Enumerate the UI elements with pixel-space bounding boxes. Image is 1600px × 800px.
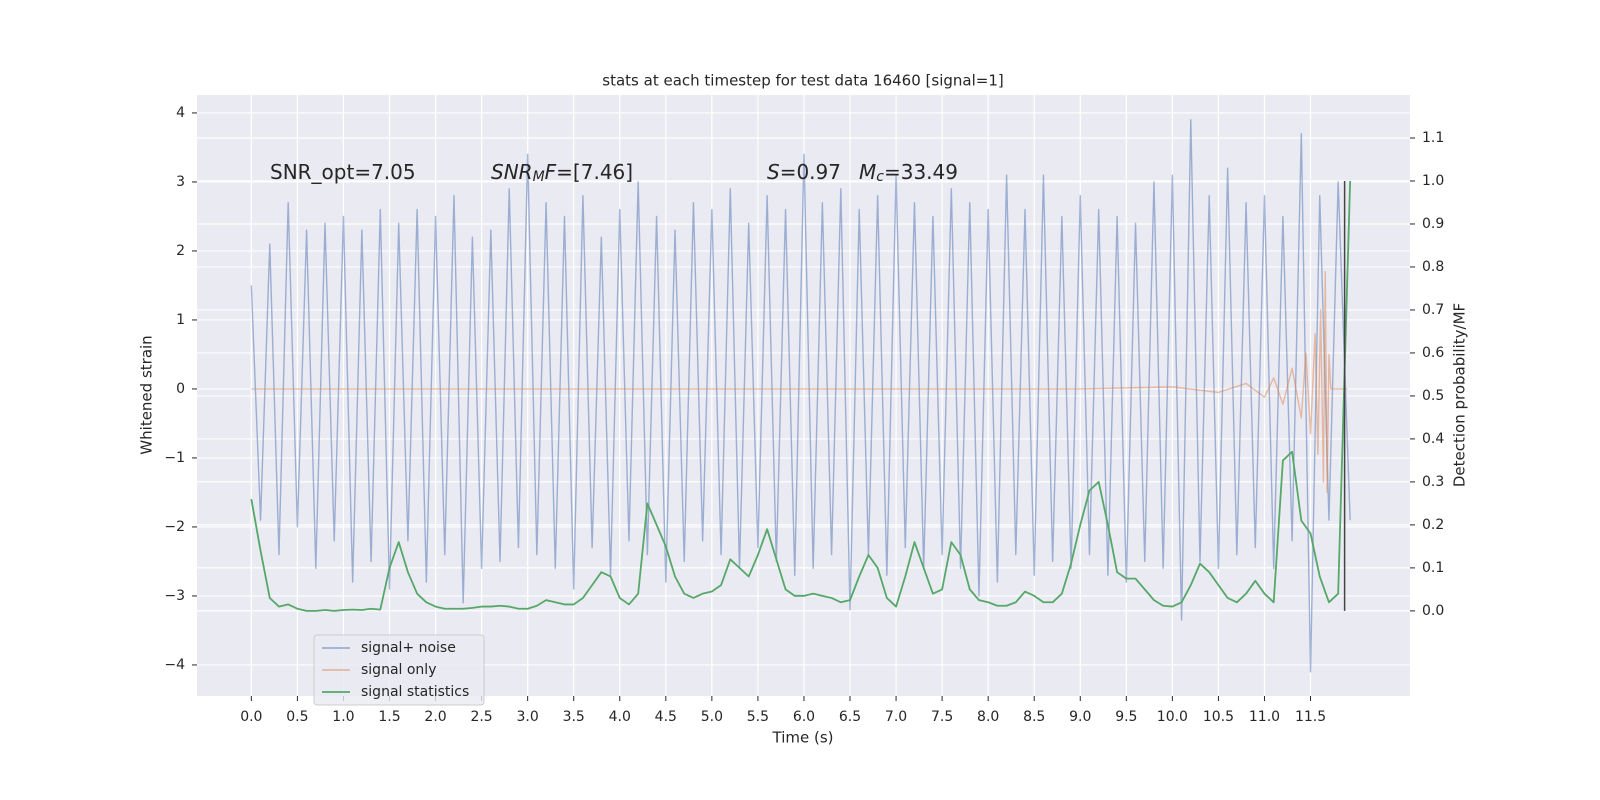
x-tick-label: 5.0 [701, 709, 723, 725]
y2-tick-label: 0.1 [1422, 560, 1444, 576]
annotation-part: =33.49 [884, 160, 958, 184]
annotation-part: S [767, 160, 780, 184]
y-tick-label: −2 [164, 519, 185, 535]
y-tick-label: −4 [164, 657, 185, 673]
annotation-part: M [859, 160, 876, 184]
x-tick-label: 8.0 [977, 709, 999, 725]
x-tick-label: 10.0 [1157, 709, 1188, 725]
x-tick-label: 0.5 [286, 709, 308, 725]
x-tick-label: 4.0 [609, 709, 631, 725]
x-tick-label: 7.5 [931, 709, 953, 725]
y-tick-label: 1 [176, 312, 185, 328]
annotation-part: c [876, 169, 884, 185]
y2-tick-label: 1.0 [1422, 173, 1444, 189]
y-tick-label: −3 [164, 588, 185, 604]
x-tick-label: 7.0 [885, 709, 907, 725]
x-tick-label: 3.0 [517, 709, 539, 725]
y2-tick-label: 0.3 [1422, 474, 1444, 490]
y2-tick-label: 0.7 [1422, 302, 1444, 318]
annotation-part: SNR [491, 160, 533, 184]
x-tick-label: 8.5 [1023, 709, 1045, 725]
legend-label: signal only [361, 662, 436, 678]
y2-tick-label: 0.4 [1422, 431, 1444, 447]
annotation-part: SNR_opt=7.05 [270, 160, 416, 184]
y2-tick-label: 0.9 [1422, 216, 1444, 232]
x-tick-label: 0.0 [240, 709, 262, 725]
annotation-part: M [533, 169, 545, 185]
x-tick-label: 5.5 [747, 709, 769, 725]
x-tick-label: 11.5 [1295, 709, 1326, 725]
y-tick-label: 4 [176, 105, 185, 121]
x-tick-label: 2.0 [424, 709, 446, 725]
x-tick-label: 9.0 [1069, 709, 1091, 725]
x-tick-label: 1.5 [378, 709, 400, 725]
y-tick-label: 0 [176, 381, 185, 397]
legend-label: signal+ noise [361, 640, 456, 656]
x-tick-label: 3.5 [563, 709, 585, 725]
annotation: SNRMF=[7.46] [491, 160, 633, 185]
x-tick-label: 11.0 [1249, 709, 1280, 725]
x-tick-label: 6.5 [839, 709, 861, 725]
y-axis-label: Whitened strain [138, 335, 156, 454]
x-tick-label: 6.0 [793, 709, 815, 725]
annotation: SNR_opt=7.05 [270, 160, 416, 184]
y2-tick-label: 0.8 [1422, 259, 1444, 275]
y2-tick-label: 0.6 [1422, 345, 1444, 361]
x-axis-label: Time (s) [772, 729, 834, 747]
legend-label: signal statistics [361, 684, 469, 700]
x-tick-label: 9.5 [1115, 709, 1137, 725]
x-tick-label: 1.0 [332, 709, 354, 725]
annotation: S=0.97 [767, 160, 841, 184]
y2-axis-label: Detection probability/MF [1451, 303, 1469, 487]
chart-title: stats at each timestep for test data 164… [602, 72, 1003, 90]
series-line [251, 270, 1348, 494]
y2-tick-label: 1.1 [1422, 130, 1444, 146]
x-tick-label: 4.5 [655, 709, 677, 725]
y-tick-label: 2 [176, 243, 185, 259]
y-tick-label: −1 [164, 450, 185, 466]
annotation: Mc=33.49 [859, 160, 958, 185]
y2-tick-label: 0.0 [1422, 603, 1444, 619]
x-tick-label: 10.5 [1203, 709, 1234, 725]
legend-box [313, 634, 485, 706]
annotation-part: F [545, 160, 557, 184]
y2-tick-label: 0.2 [1422, 517, 1444, 533]
annotation-part: =[7.46] [556, 160, 633, 184]
x-tick-label: 2.5 [470, 709, 492, 725]
y2-tick-label: 0.5 [1422, 388, 1444, 404]
series-line [250, 119, 1351, 673]
series-line [250, 180, 1352, 612]
y-tick-label: 3 [176, 174, 185, 190]
annotation-part: =0.97 [780, 160, 841, 184]
